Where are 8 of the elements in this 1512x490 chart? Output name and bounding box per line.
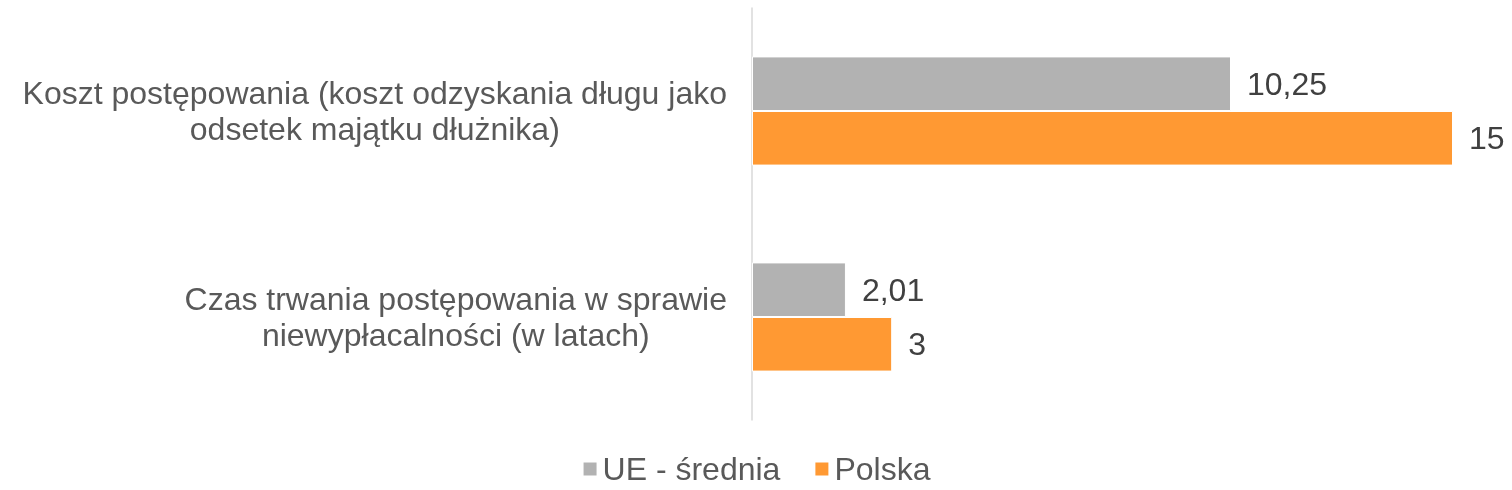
data-label: 15 xyxy=(1469,120,1505,157)
legend-label: Polska xyxy=(834,451,931,487)
data-label: 2,01 xyxy=(861,271,925,308)
y-tick-label: Koszt postępowania (koszt odzyskania długu jako odsetek majątku dłużnika) xyxy=(22,75,727,147)
data-label: 3 xyxy=(908,326,926,363)
data-label: 10,25 xyxy=(1247,65,1328,102)
y-tick-label: Czas trwania postępowania w sprawie niewypłacalności (w latach) xyxy=(184,281,727,353)
legend-label: UE - średnia xyxy=(602,451,781,487)
